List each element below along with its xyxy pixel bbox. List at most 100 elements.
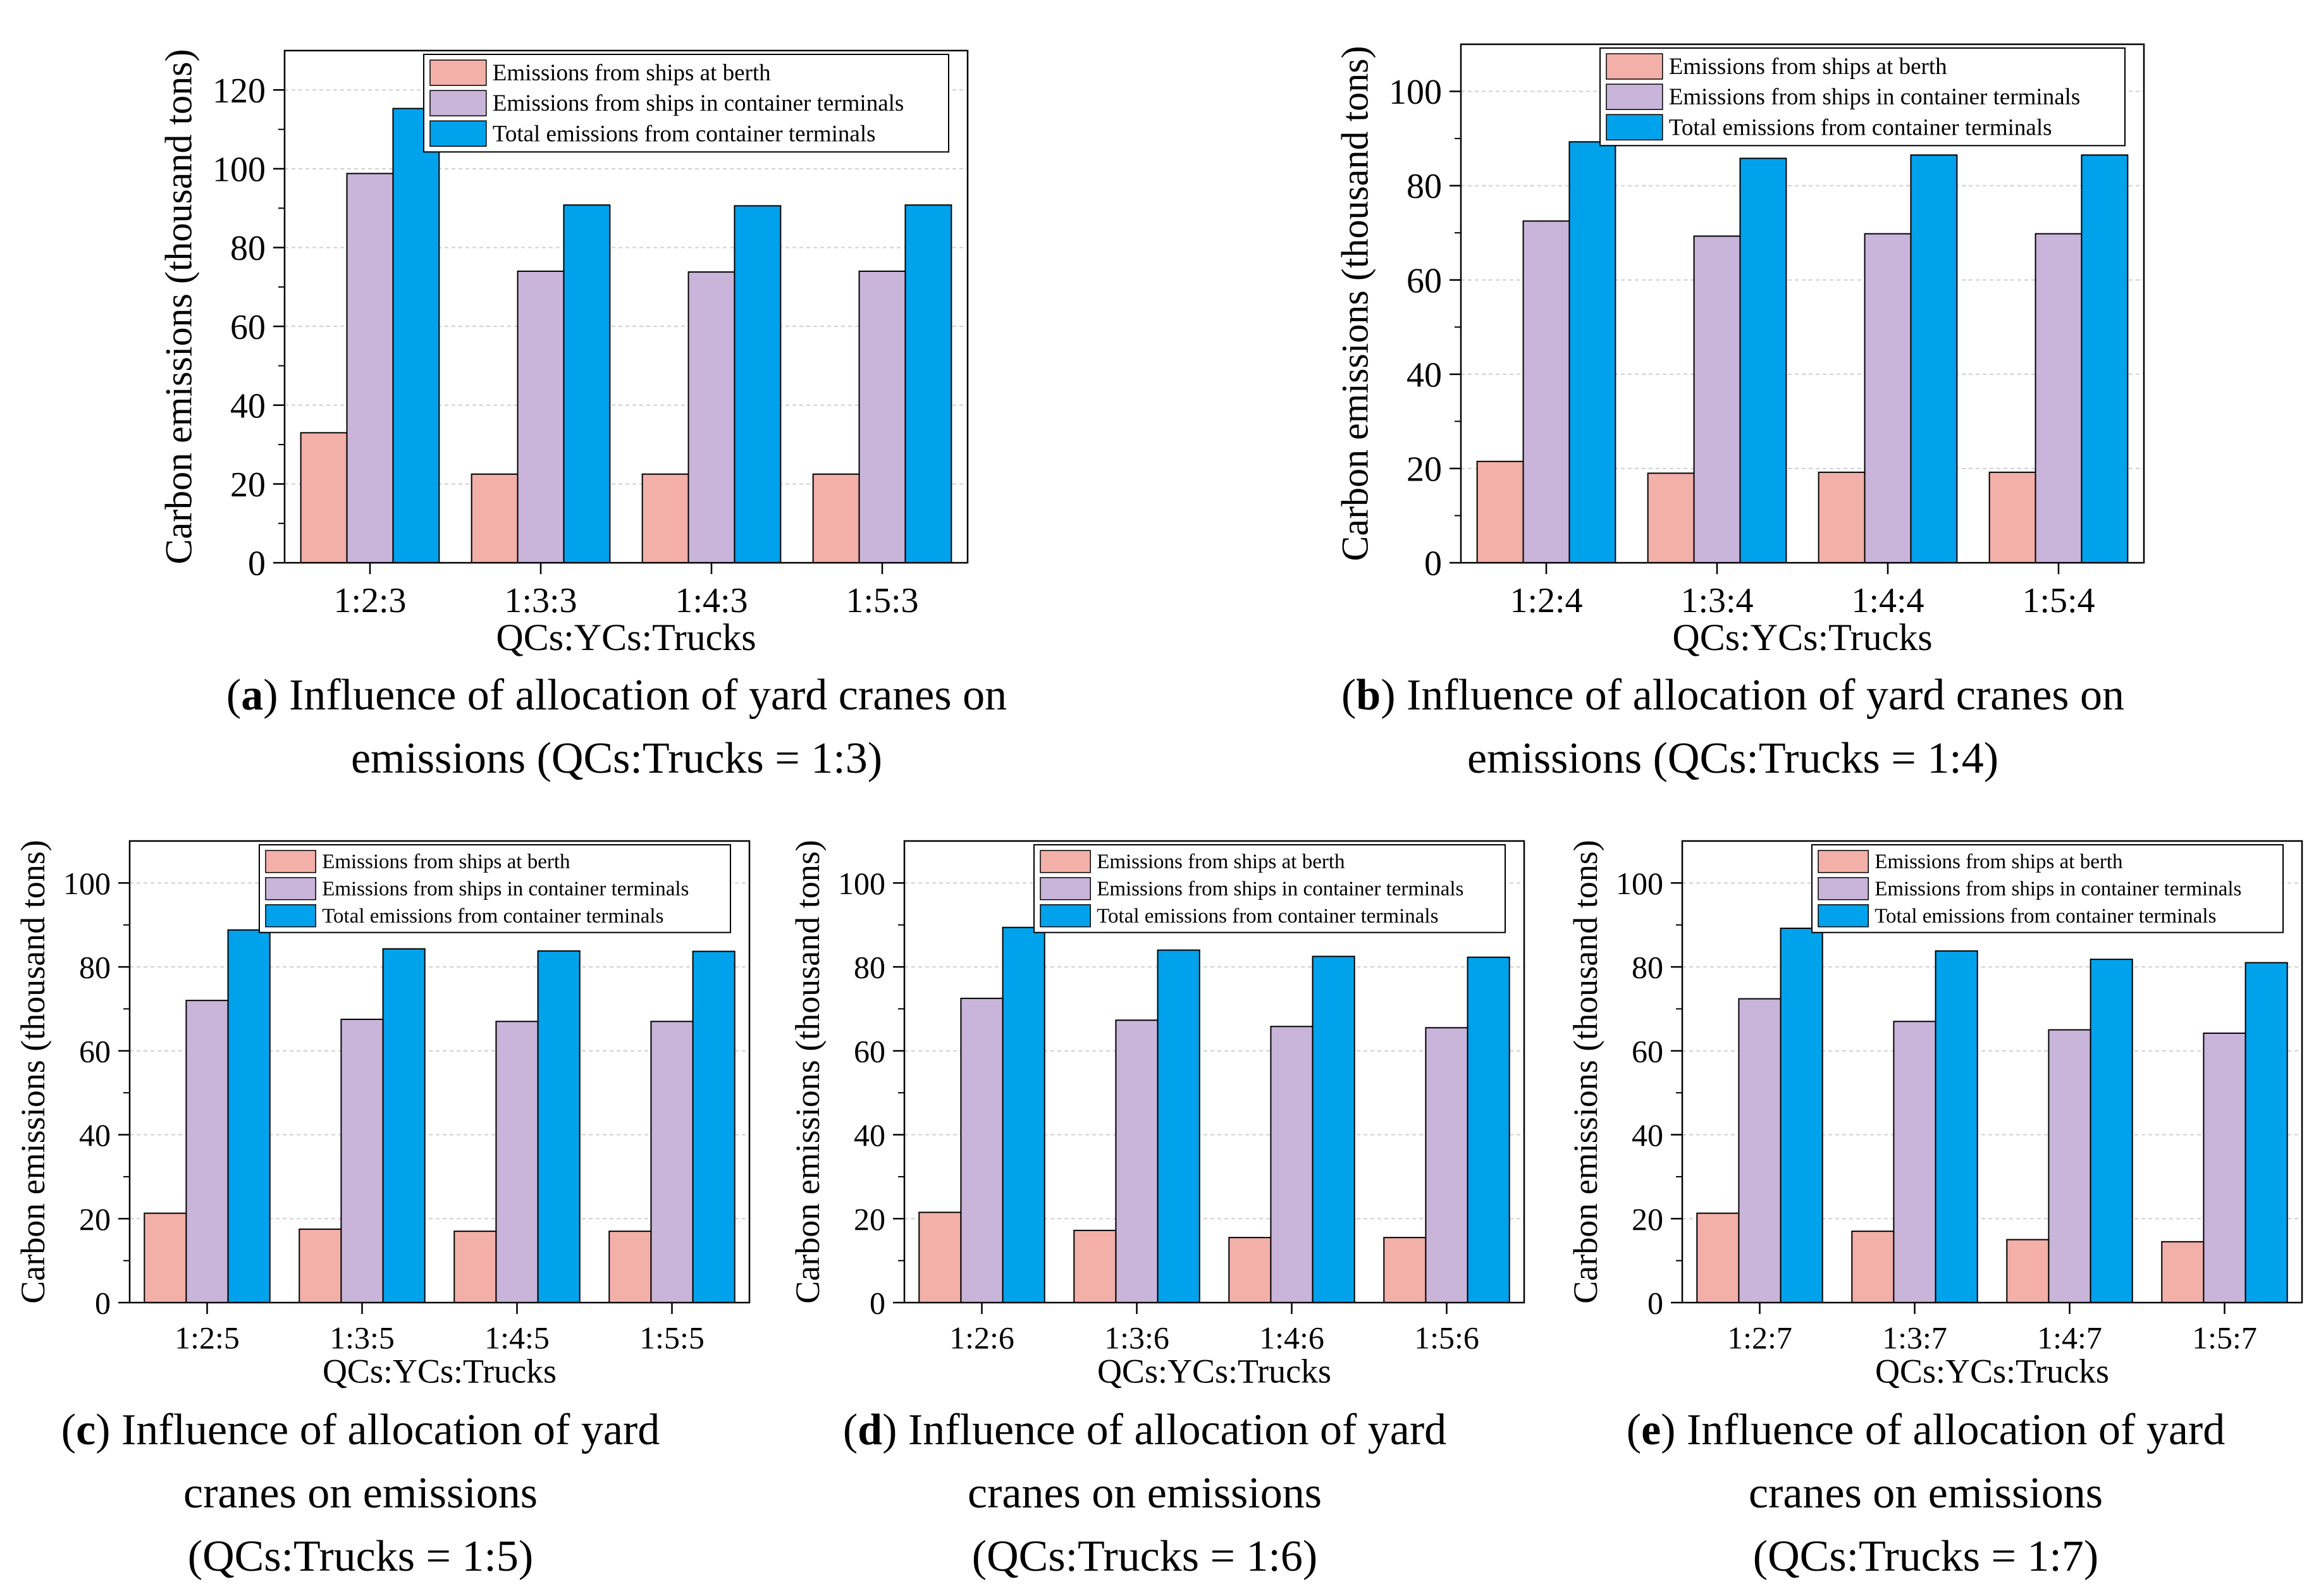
bar-total-1:4:5: [537, 950, 581, 1303]
y-tick-label: 20: [79, 1201, 111, 1237]
x-tick-label: 1:2:6: [949, 1320, 1014, 1356]
x-tick-label: 1:4:7: [2037, 1320, 2102, 1356]
y-tick-label: 60: [1407, 261, 1442, 300]
legend-label-terminal: Emissions from ships in container termin…: [322, 878, 689, 900]
bar-terminal-1:2:7: [1738, 998, 1782, 1303]
y-tick-label: 100: [63, 866, 111, 901]
bar-total-1:3:7: [1935, 950, 1978, 1303]
x-axis-label: QCs:YCs:Trucks: [323, 1353, 557, 1390]
caption-line: Influence of allocation of yard: [908, 1406, 1447, 1454]
bar-berth-1:3:6: [1073, 1229, 1117, 1304]
chart-panel-c: 0 20 40 60 80 100 1:2:5 1:3:5 1:4:5 1:5:5 QCs:YCs:…: [14, 840, 751, 1390]
y-tick-label: 100: [838, 866, 885, 901]
bar-berth-1:2:7: [1696, 1212, 1740, 1303]
bar-terminal-1:5:6: [1425, 1027, 1468, 1303]
legend-swatch-berth: [1818, 850, 1869, 873]
legend-label-terminal: Emissions from ships in container termin…: [493, 90, 904, 116]
bar-terminal-1:2:4: [1522, 220, 1570, 563]
bar-berth-1:4:5: [453, 1231, 497, 1304]
y-tick-label: 40: [1632, 1117, 1663, 1153]
chart-panel-b: 0 20 40 60 80 100 1:2:4 1:3:4 1:4:4 1:5:4 QCs:YCs:…: [1334, 43, 2145, 658]
y-tick-label: 80: [854, 950, 885, 985]
legend-swatch-total: [265, 904, 316, 928]
caption-c: (c) Influence of allocation of yard cran…: [61, 1406, 660, 1581]
legend-swatch-total: [1040, 904, 1091, 928]
caption-line: (QCs:Trucks = 1:7): [1752, 1532, 2099, 1581]
y-tick-label: 20: [1407, 450, 1442, 489]
bar-total-1:3:6: [1157, 949, 1200, 1303]
bar-berth-1:4:4: [1818, 471, 1866, 564]
bar-berth-1:2:5: [144, 1212, 187, 1303]
bar-terminal-1:4:5: [495, 1021, 539, 1303]
bar-terminal-1:5:5: [650, 1021, 694, 1303]
x-tick-label: 1:3:3: [504, 581, 577, 620]
bar-terminal-1:3:3: [517, 270, 565, 563]
caption-e: (e) Influence of allocation of yard cran…: [1626, 1406, 2226, 1581]
chart-panel-e: 0 20 40 60 80 100 1:2:7 1:3:7 1:4:7 1:5:7 QCs:YCs:…: [1567, 840, 2303, 1390]
legend-label-berth: Emissions from ships at berth: [1875, 850, 2123, 873]
bar-terminal-1:5:4: [2035, 233, 2083, 563]
y-tick-label: 100: [1389, 73, 1442, 112]
y-tick-label: 40: [230, 386, 266, 426]
bar-terminal-1:4:3: [687, 271, 736, 563]
legend-label-total: Total emissions from container terminals: [493, 121, 876, 147]
legend-swatch-terminal: [1818, 877, 1869, 900]
bar-berth-1:3:5: [299, 1228, 342, 1304]
bar-berth-1:5:5: [608, 1231, 652, 1304]
y-axis-label: Carbon emissions (thousand tons): [1334, 46, 1376, 562]
legend-swatch-berth: [429, 59, 487, 86]
caption-letter: a: [241, 671, 264, 720]
bar-berth-1:3:7: [1851, 1231, 1895, 1304]
y-tick-label: 80: [230, 229, 266, 268]
bar-terminal-1:5:3: [858, 270, 906, 563]
caption-line: emissions (QCs:Trucks = 1:4): [1467, 734, 1999, 783]
bar-total-1:2:6: [1002, 926, 1045, 1303]
caption-line: cranes on emissions: [968, 1469, 1322, 1518]
chart-panel-a: 0 20 40 60 80 100 120 1:2:3 1:3:3 1:4:3 1:5:3 QCs:Y…: [157, 49, 969, 658]
y-tick-label: 60: [1632, 1033, 1663, 1069]
plot-frame: [283, 49, 969, 564]
caption-line: (QCs:Trucks = 1:5): [187, 1532, 534, 1581]
legend-swatch-terminal: [429, 90, 487, 116]
plot-frame: [1460, 43, 2145, 564]
legend-box: [1811, 844, 2284, 933]
plot-frame: [903, 840, 1525, 1304]
bar-total-1:4:6: [1312, 955, 1355, 1303]
legend-swatch-total: [429, 120, 487, 147]
y-tick-label: 40: [1407, 355, 1442, 395]
bar-terminal-1:3:4: [1693, 235, 1741, 563]
caption-line: Influence of allocation of yard: [1686, 1406, 2226, 1454]
x-tick-label: 1:5:4: [2022, 581, 2095, 620]
caption-line: (QCs:Trucks = 1:6): [971, 1532, 1318, 1581]
bar-total-1:3:5: [382, 948, 426, 1303]
bar-berth-1:4:7: [2006, 1239, 2050, 1303]
x-tick-label: 1:2:4: [1510, 581, 1582, 620]
caption-line: Influence of allocation of yard cranes o…: [289, 671, 1007, 720]
legend-label-terminal: Emissions from ships in container termin…: [1097, 878, 1463, 900]
x-tick-label: 1:5:3: [846, 581, 918, 620]
bar-total-1:4:7: [2090, 959, 2133, 1303]
bar-total-1:3:4: [1739, 157, 1787, 563]
bar-terminal-1:2:6: [960, 997, 1004, 1303]
bar-berth-1:4:3: [641, 473, 689, 563]
bar-total-1:2:4: [1568, 141, 1616, 564]
caption-line: cranes on emissions: [183, 1469, 538, 1518]
bar-total-1:2:7: [1780, 928, 1823, 1303]
legend-label-total: Total emissions from container terminals: [1669, 114, 2052, 140]
caption-letter: c: [76, 1406, 96, 1454]
x-tick-label: 1:3:6: [1104, 1320, 1169, 1356]
y-tick-label: 100: [1616, 866, 1663, 901]
x-tick-label: 1:4:5: [484, 1320, 550, 1356]
bar-total-1:5:7: [2244, 962, 2288, 1304]
caption-letter: d: [858, 1406, 883, 1454]
y-tick-label: 20: [854, 1201, 885, 1237]
x-tick-label: 1:2:7: [1727, 1320, 1792, 1356]
y-axis-label: Carbon emissions (thousand tons): [1567, 840, 1604, 1303]
bar-total-1:4:3: [734, 205, 782, 563]
y-tick-label: 80: [1407, 167, 1442, 206]
x-axis-label: QCs:YCs:Trucks: [496, 617, 756, 658]
y-tick-label: 40: [854, 1117, 885, 1153]
bar-terminal-1:3:6: [1115, 1019, 1159, 1303]
x-tick-label: 1:3:7: [1882, 1320, 1947, 1356]
bar-berth-1:2:6: [918, 1212, 962, 1303]
